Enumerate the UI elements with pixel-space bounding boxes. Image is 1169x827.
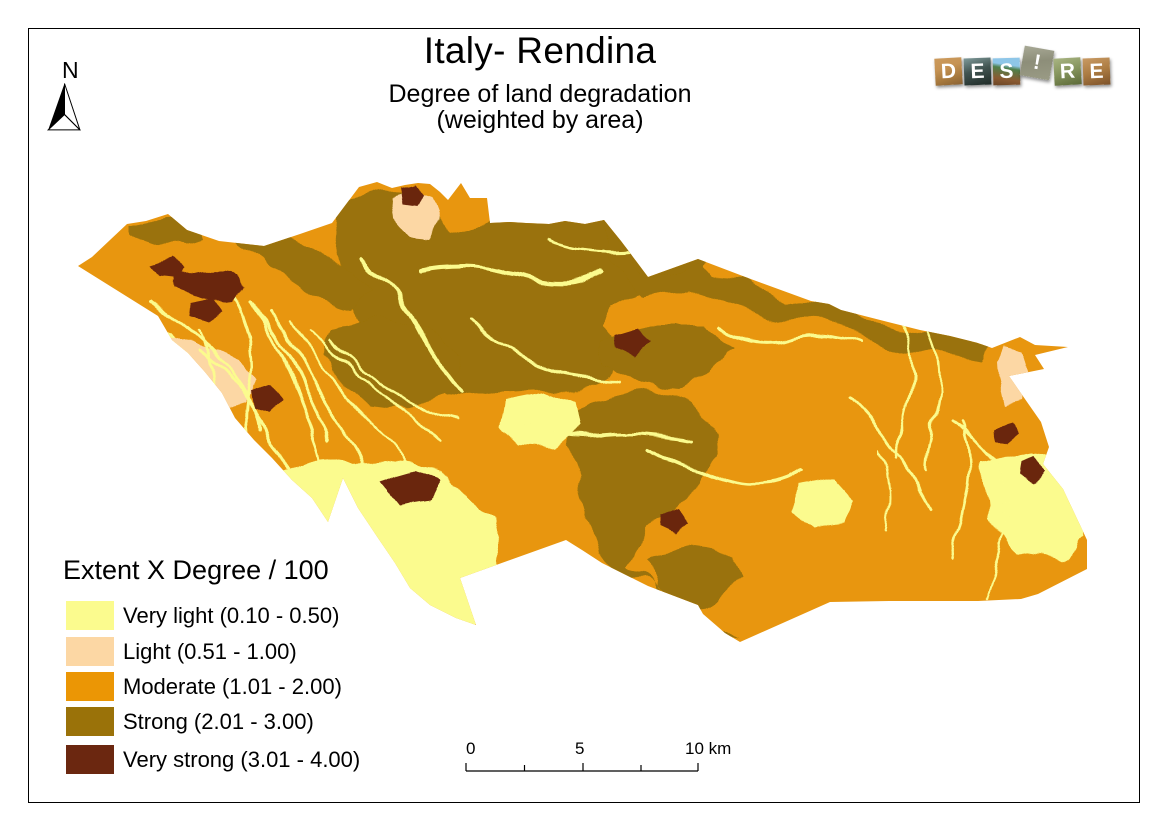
svg-text:10 km: 10 km — [685, 739, 731, 758]
svg-text:5: 5 — [575, 739, 584, 758]
svg-text:0: 0 — [466, 739, 475, 758]
